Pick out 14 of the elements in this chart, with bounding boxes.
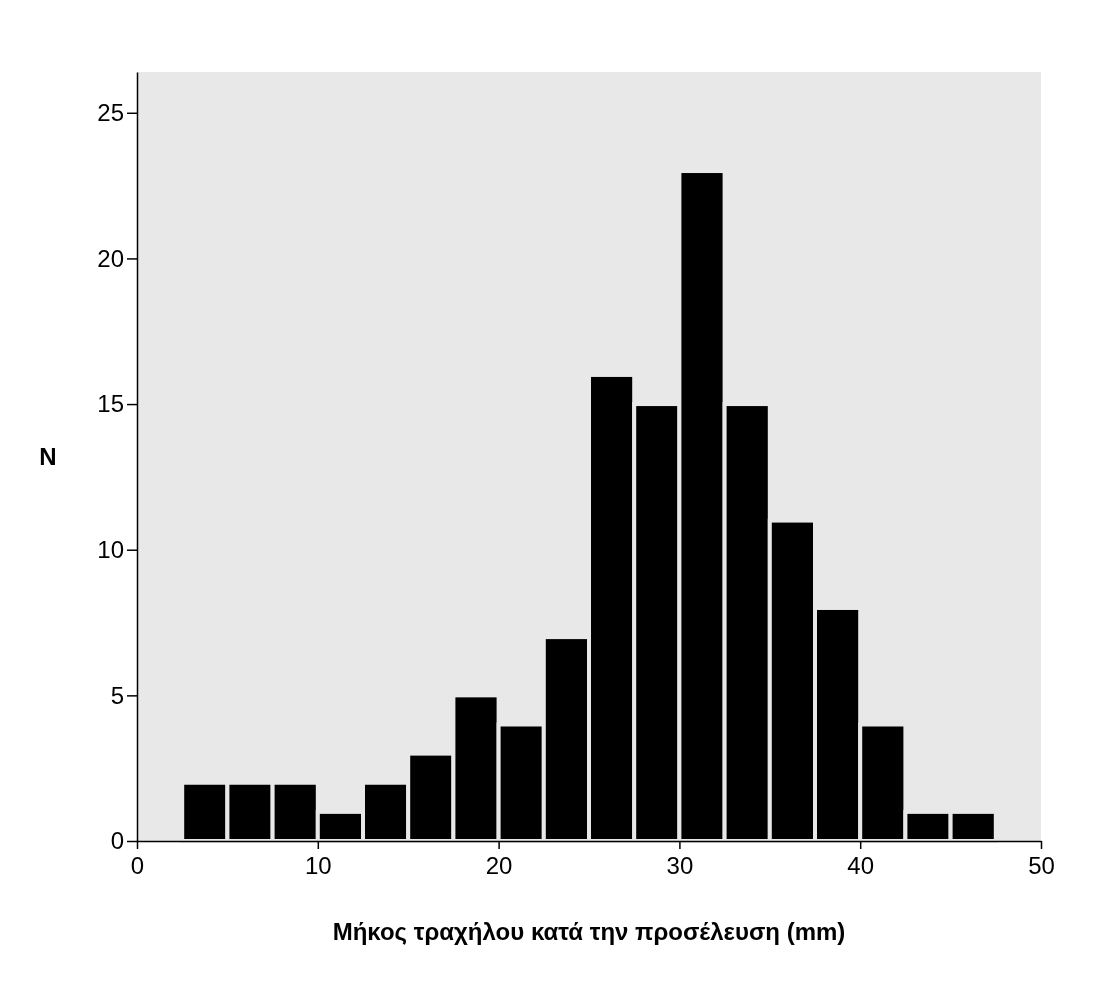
- y-tick-label: 0: [110, 827, 124, 855]
- x-tick-label: 10: [304, 851, 332, 879]
- x-tick-label: 30: [666, 851, 694, 879]
- y-tick-label: 5: [110, 681, 124, 709]
- x-tick-label: 0: [130, 851, 145, 879]
- y-tick-label: 20: [97, 244, 124, 272]
- x-axis-title: Μήκος τραχήλου κατά την προσέλευση (mm): [332, 918, 846, 945]
- x-tick-label: 50: [1028, 851, 1055, 879]
- y-axis-title: N: [39, 442, 57, 470]
- y-tick-label: 15: [97, 390, 124, 418]
- y-tick-label: 25: [97, 98, 124, 126]
- x-tick-label: 20: [485, 851, 513, 879]
- y-tick-label: 10: [97, 535, 124, 563]
- x-tick-label: 40: [847, 851, 875, 879]
